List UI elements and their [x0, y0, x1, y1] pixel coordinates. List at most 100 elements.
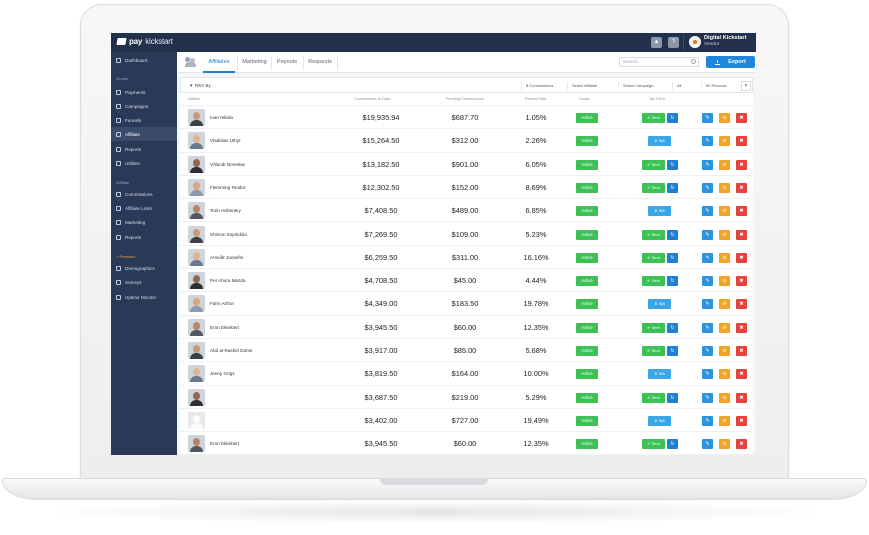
tab-requests[interactable]: Requests: [308, 59, 332, 65]
tax-form-sent-button[interactable]: ✔ Sent: [642, 229, 665, 240]
sidebar-item-campaigns[interactable]: Campaigns: [111, 99, 177, 113]
all-filter[interactable]: All: [672, 82, 681, 90]
table-row[interactable]: Arnvíðr Joosefin $6,259.50 $311.00 16.16…: [180, 246, 753, 270]
refresh-icon[interactable]: ↻: [667, 439, 678, 450]
table-row[interactable]: Fahri Arthur $4,349.00 $183.50 19.78% Ac…: [180, 292, 753, 316]
column-refund-rate[interactable]: Refund Rate: [525, 97, 547, 101]
ban-icon[interactable]: ⊘: [719, 182, 730, 193]
delete-icon[interactable]: ✖: [736, 159, 747, 170]
ban-icon[interactable]: ⊘: [719, 206, 730, 217]
affiliate-name[interactable]: Võlundr Boreslav: [210, 161, 245, 167]
edit-icon[interactable]: ✎: [702, 113, 713, 123]
sidebar-item-funnels[interactable]: Funnels: [111, 113, 177, 127]
avatar[interactable]: [689, 36, 701, 48]
column-pending-commissions[interactable]: Pending Commissions: [446, 97, 484, 101]
edit-icon[interactable]: ✎: [702, 252, 713, 263]
delete-icon[interactable]: ✖: [736, 322, 747, 333]
affiliate-name[interactable]: Eron Ekkebert: [210, 441, 240, 447]
ban-icon[interactable]: ⊘: [719, 136, 730, 147]
refresh-icon[interactable]: ↻: [667, 322, 678, 333]
refresh-icon[interactable]: ↻: [667, 392, 678, 403]
user-name[interactable]: Digital Kickstart: [704, 35, 747, 41]
affiliate-name[interactable]: Per Ahura Mazda: [210, 278, 246, 284]
affiliate-select[interactable]: Select Affiliate: [567, 82, 597, 90]
table-row[interactable]: Eron Ekkebert $3,945.50 $60.00 12.35% Ac…: [180, 316, 753, 339]
ban-icon[interactable]: ⊘: [719, 392, 730, 403]
refresh-icon[interactable]: ↻: [667, 182, 678, 193]
tax-form-sent-button[interactable]: ✔ Sent: [642, 346, 665, 356]
ban-icon[interactable]: ⊘: [719, 299, 730, 310]
edit-icon[interactable]: ✎: [702, 182, 713, 193]
tax-form-w8-button[interactable]: ⬇ W8: [648, 206, 671, 217]
affiliate-name[interactable]: Jenny Grigs: [210, 371, 235, 377]
affiliate-name[interactable]: Fahri Arthur: [210, 301, 234, 307]
edit-icon[interactable]: ✎: [702, 415, 713, 426]
tax-form-sent-button[interactable]: ✔ Sent: [642, 159, 665, 170]
edit-icon[interactable]: ✎: [702, 392, 713, 403]
table-row[interactable]: Flemming Teodor $12,302.50 $152.00 8.69%…: [180, 176, 753, 200]
sidebar-item-affiliate-links[interactable]: Affiliate Links: [111, 201, 177, 215]
tax-form-sent-button[interactable]: ✔ Sent: [642, 252, 665, 263]
close-icon[interactable]: ×: [741, 81, 751, 91]
export-button[interactable]: Export: [706, 56, 755, 68]
delete-icon[interactable]: ✖: [736, 252, 747, 263]
edit-icon[interactable]: ✎: [702, 159, 713, 170]
affiliate-name[interactable]: Eron Ekkebert: [210, 324, 240, 330]
delete-icon[interactable]: ✖: [736, 136, 747, 147]
delete-icon[interactable]: ✖: [736, 369, 747, 380]
tax-form-sent-button[interactable]: ✔ Sent: [642, 113, 665, 123]
edit-icon[interactable]: ✎: [702, 229, 713, 240]
sidebar-item-utilities[interactable]: Utilities: [111, 156, 177, 170]
ban-icon[interactable]: ⊘: [719, 322, 730, 333]
affiliate-name[interactable]: Vladislav Uthyr: [210, 138, 241, 144]
help-icon[interactable]: ?: [668, 37, 679, 48]
edit-icon[interactable]: ✎: [702, 299, 713, 310]
ban-icon[interactable]: ⊘: [719, 113, 730, 123]
column-affiliate[interactable]: Affiliate: [188, 97, 201, 101]
table-row[interactable]: $3,402.00 $727.00 19.49% Active ⬇ W8 ✎ ⊘ ✖: [180, 409, 753, 433]
edit-icon[interactable]: ✎: [702, 322, 713, 333]
sidebar-item-reports[interactable]: Reports: [111, 142, 177, 156]
column-status[interactable]: Status: [579, 97, 590, 101]
table-row[interactable]: Abd al-Rashid Dante $3,917.00 $85.00 5.6…: [180, 339, 753, 363]
table-row[interactable]: Jenny Grigs $3,819.50 $164.00 10.00% Act…: [180, 362, 753, 386]
ban-icon[interactable]: ⊘: [719, 252, 730, 263]
edit-icon[interactable]: ✎: [702, 346, 713, 356]
affiliate-name[interactable]: Ioan Nikola: [210, 115, 233, 120]
delete-icon[interactable]: ✖: [736, 229, 747, 240]
delete-icon[interactable]: ✖: [736, 439, 747, 450]
refresh-icon[interactable]: ↻: [667, 346, 678, 356]
tax-form-w8-button[interactable]: ⬇ W8: [648, 136, 671, 147]
edit-icon[interactable]: ✎: [702, 136, 713, 147]
commissions-filter[interactable]: $ Commissions: [521, 82, 553, 90]
table-row[interactable]: $3,687.50 $219.00 5.29% Active ✔ Sent ↻ ✎ …: [180, 386, 753, 409]
tax-form-sent-button[interactable]: ✔ Sent: [642, 392, 665, 403]
refresh-icon[interactable]: ↻: [667, 159, 678, 170]
refresh-icon[interactable]: ↻: [667, 113, 678, 123]
delete-icon[interactable]: ✖: [736, 392, 747, 403]
delete-icon[interactable]: ✖: [736, 206, 747, 217]
ban-icon[interactable]: ⊘: [719, 369, 730, 380]
tax-form-sent-button[interactable]: ✔ Sent: [642, 276, 665, 287]
affiliate-name[interactable]: Abd al-Rashid Dante: [210, 348, 253, 353]
table-row[interactable]: Ioan Nikola $19,935.94 $687.70 1.05% Act…: [180, 106, 753, 130]
sidebar-item-payments[interactable]: Payments: [111, 85, 177, 99]
tax-form-sent-button[interactable]: ✔ Sent: [642, 182, 665, 193]
table-row[interactable]: Torin Hoberaky $7,408.50 $489.00 6.85% A…: [180, 199, 753, 223]
table-row[interactable]: Vladislav Uthyr $15,264.50 $312.00 2.26%…: [180, 129, 753, 153]
delete-icon[interactable]: ✖: [736, 113, 747, 123]
edit-icon[interactable]: ✎: [702, 439, 713, 450]
tax-form-sent-button[interactable]: ✔ Sent: [642, 439, 665, 450]
tax-form-w8-button[interactable]: ⬇ W8: [648, 299, 671, 310]
ban-icon[interactable]: ⊘: [719, 346, 730, 356]
sidebar-item-affiliate[interactable]: Affiliate: [111, 127, 177, 141]
tab-marketing[interactable]: Marketing: [242, 59, 267, 65]
table-row[interactable]: Per Ahura Mazda $4,708.50 $45.00 4.44% A…: [180, 269, 753, 293]
edit-icon[interactable]: ✎: [702, 276, 713, 287]
ban-icon[interactable]: ⊘: [719, 415, 730, 426]
sidebar-item-uptime-monitor[interactable]: Uptime Monitor: [111, 290, 177, 304]
affiliate-name[interactable]: Arnvíðr Joosefin: [210, 254, 244, 260]
ban-icon[interactable]: ⊘: [719, 229, 730, 240]
delete-icon[interactable]: ✖: [736, 346, 747, 356]
delete-icon[interactable]: ✖: [736, 415, 747, 426]
